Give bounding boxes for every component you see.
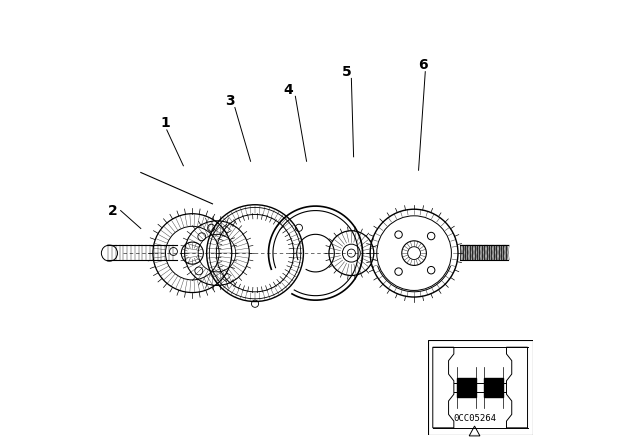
Text: 1: 1 <box>161 116 170 130</box>
Text: 2: 2 <box>108 203 118 218</box>
Text: 6: 6 <box>418 58 428 72</box>
Text: 3: 3 <box>225 94 236 108</box>
Circle shape <box>218 215 292 291</box>
Text: 5: 5 <box>342 65 352 79</box>
Circle shape <box>378 217 451 289</box>
Text: 4: 4 <box>284 82 294 97</box>
Text: 0CC05264: 0CC05264 <box>453 414 496 423</box>
